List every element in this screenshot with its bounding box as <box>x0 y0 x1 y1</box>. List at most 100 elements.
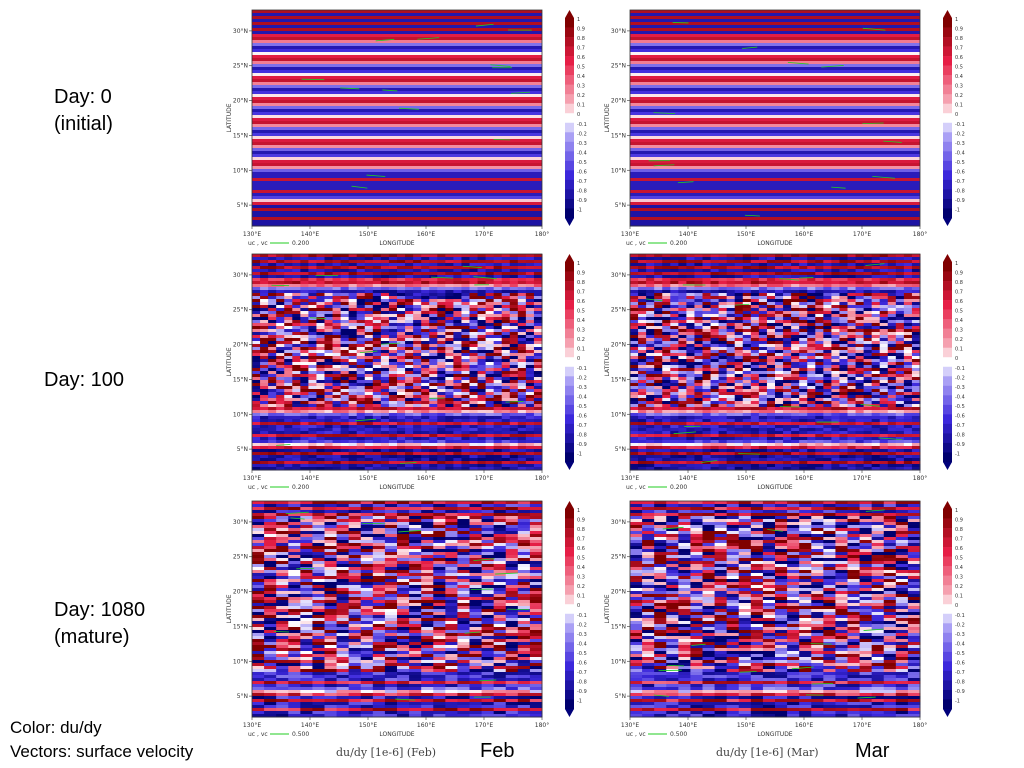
field-cell <box>783 341 792 345</box>
field-cell <box>453 344 462 348</box>
colorbar-segment <box>943 179 952 190</box>
velocity-vector <box>301 78 325 81</box>
field-cell <box>791 293 800 297</box>
field-cell <box>429 398 438 402</box>
field-cell <box>742 365 752 369</box>
field-cell <box>268 299 277 303</box>
field-cell <box>783 347 792 351</box>
field-cell <box>461 296 470 300</box>
field-cell <box>469 467 479 471</box>
field-cell <box>276 263 285 267</box>
field-cell <box>405 431 414 435</box>
field-cell <box>485 458 495 462</box>
field-cell <box>758 344 768 348</box>
field-cell <box>340 302 350 306</box>
field-cell <box>533 395 543 399</box>
field-cell <box>871 296 881 300</box>
field-cell <box>758 368 768 372</box>
field-cell <box>356 404 366 408</box>
field-cell <box>469 446 479 450</box>
field-cell <box>525 404 535 408</box>
field-band <box>252 190 542 194</box>
field-cell <box>775 386 784 390</box>
field-cell <box>654 332 663 336</box>
field-cell <box>260 326 269 330</box>
field-cell <box>308 443 317 447</box>
field-cell <box>517 386 527 390</box>
field-cell <box>461 281 470 285</box>
field-cell <box>533 296 543 300</box>
field-cell <box>758 305 768 309</box>
field-cell <box>911 332 921 336</box>
field-cell <box>847 320 857 324</box>
field-cell <box>501 317 511 321</box>
field-cell <box>324 386 334 390</box>
field-cell <box>501 350 511 354</box>
field-cell <box>911 305 921 309</box>
field-cell <box>429 422 438 426</box>
colorbar-tick-label: 0.1 <box>955 103 963 109</box>
heatmap-field <box>252 254 543 471</box>
field-cell <box>734 260 744 264</box>
field-cell <box>348 380 358 384</box>
field-cell <box>533 269 543 273</box>
field-cell <box>252 323 261 327</box>
field-cell <box>284 431 293 435</box>
colorbar-segment <box>565 84 574 95</box>
field-cell <box>364 263 374 267</box>
velocity-vector <box>821 65 844 68</box>
field-cell <box>847 392 857 396</box>
field-cell <box>895 341 905 345</box>
field-cell <box>734 326 744 330</box>
field-cell <box>839 266 848 270</box>
field-cell <box>380 413 390 417</box>
field-cell <box>702 392 712 396</box>
field-cell <box>477 461 487 465</box>
field-cell <box>799 344 808 348</box>
field-cell <box>823 404 832 408</box>
field-cell <box>758 335 768 339</box>
field-cell <box>847 284 857 288</box>
field-cell <box>799 404 808 408</box>
field-cell <box>332 338 342 342</box>
colorbar-segment <box>565 376 574 387</box>
field-cell <box>292 365 301 369</box>
field-cell <box>509 419 519 423</box>
field-cell <box>300 302 309 306</box>
field-cell <box>308 461 317 465</box>
field-cell <box>413 305 422 309</box>
field-cell <box>903 284 913 288</box>
field-cell <box>453 419 462 423</box>
field-cell <box>461 344 470 348</box>
field-cell <box>397 458 406 462</box>
field-cell <box>799 416 808 420</box>
field-cell <box>662 338 671 342</box>
field-cell <box>413 272 422 276</box>
field-cell <box>911 281 921 285</box>
field-cell <box>453 320 462 324</box>
field-cell <box>758 326 768 330</box>
field-cell <box>807 257 816 261</box>
field-cell <box>742 263 752 267</box>
field-cell <box>758 410 768 414</box>
colorbar-segment <box>565 395 574 406</box>
field-cell <box>348 254 358 258</box>
field-cell <box>742 278 752 282</box>
field-cell <box>292 455 301 459</box>
field-cell <box>316 464 325 468</box>
field-cell <box>509 314 519 318</box>
field-cell <box>847 383 857 387</box>
field-cell <box>855 413 865 417</box>
field-cell <box>533 257 543 261</box>
field-cell <box>260 311 269 315</box>
field-cell <box>791 341 800 345</box>
field-cell <box>380 320 390 324</box>
field-cell <box>517 455 527 459</box>
field-cell <box>461 467 470 471</box>
field-cell <box>421 416 430 420</box>
field-cell <box>348 329 358 333</box>
field-cell <box>453 386 462 390</box>
field-cell <box>292 449 301 453</box>
field-cell <box>742 269 752 273</box>
colorbar-tick-label: 0.2 <box>577 93 585 99</box>
